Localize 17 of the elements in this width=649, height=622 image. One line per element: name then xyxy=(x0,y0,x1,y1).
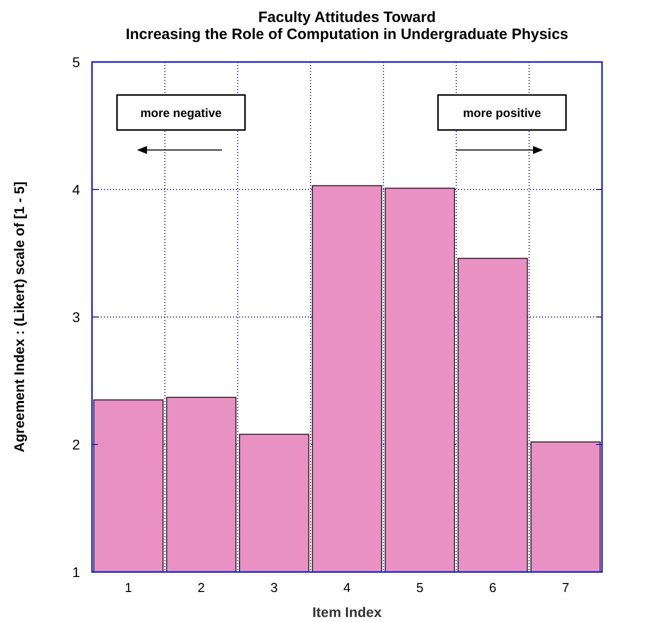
chart-title: Faculty Attitudes Toward Increasing the Role of Computation in Undergraduate Physics xyxy=(126,9,568,43)
x-tick-label: 5 xyxy=(416,580,424,595)
x-tick-label: 7 xyxy=(562,580,570,595)
annotation: more negative xyxy=(140,106,222,120)
x-tick-label: 4 xyxy=(343,580,351,595)
annotation: more positive xyxy=(462,106,542,120)
x-tick-label: 6 xyxy=(489,580,496,595)
x-tick-label: 3 xyxy=(270,580,278,595)
y-tick-label: 3 xyxy=(72,308,80,325)
x-tick-label: 1 xyxy=(124,580,132,595)
x-tick-label: 2 xyxy=(198,580,205,595)
x-axis-title: Item Index xyxy=(312,604,382,620)
y-axis-title: Agreement Index : (Likert) scale of [1 - 5] xyxy=(11,182,27,452)
y-tick-label: 1 xyxy=(72,564,80,580)
y-tick-label: 5 xyxy=(72,54,80,70)
y-tick-label: 4 xyxy=(72,181,80,198)
y-tick-label: 2 xyxy=(72,436,80,452)
